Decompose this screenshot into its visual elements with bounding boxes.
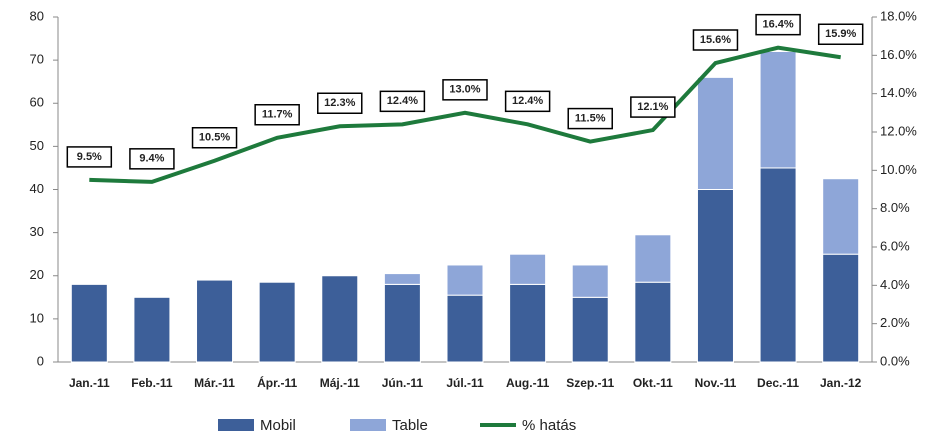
bar: [759, 167, 797, 363]
data-label: 12.4%: [512, 95, 543, 107]
data-label: 15.9%: [825, 28, 856, 40]
x-tick-label: Jan.-11: [69, 376, 110, 390]
data-label: 11.7%: [262, 109, 293, 121]
y-tick-label: 0: [37, 353, 44, 368]
x-tick-label: Aug.-11: [506, 376, 550, 390]
bar: [509, 283, 547, 363]
legend-swatch: [218, 419, 254, 431]
data-label: 10.5%: [199, 132, 230, 144]
data-label-box: [567, 107, 613, 130]
x-tick-label: Dec.-11: [757, 376, 799, 390]
data-label: 12.1%: [637, 101, 668, 113]
data-label: 9.4%: [139, 153, 164, 165]
bar: [196, 279, 234, 363]
bar: [822, 253, 860, 363]
bar: [258, 281, 296, 363]
bar: [446, 294, 484, 363]
y2-tick-label: 4.0%: [880, 277, 910, 292]
data-label-box: [379, 90, 426, 113]
data-label-box: [317, 92, 363, 114]
data-label-box: [630, 96, 676, 118]
legend-label: Table: [392, 417, 428, 434]
data-label: 15.6%: [700, 34, 731, 46]
y2-tick-label: 2.0%: [880, 315, 910, 330]
bar: [634, 281, 672, 363]
x-tick-label: Szep.-11: [566, 376, 614, 390]
y2-tick-label: 12.0%: [880, 123, 917, 138]
bar: [383, 273, 421, 285]
y-tick-label: 20: [30, 267, 44, 282]
y2-tick-label: 0.0%: [880, 353, 910, 368]
data-label-box: [442, 79, 488, 101]
bar: [696, 76, 734, 190]
legend-swatch: [350, 419, 386, 431]
y2-tick-label: 10.0%: [880, 162, 917, 177]
bar: [446, 264, 484, 296]
y2-tick-label: 16.0%: [880, 47, 917, 62]
data-label-box: [191, 127, 238, 149]
bar: [509, 253, 547, 285]
x-tick-label: Nov.-11: [695, 376, 737, 390]
bar: [759, 51, 797, 169]
data-label-box: [692, 29, 739, 51]
y-tick-label: 40: [30, 181, 44, 196]
y-tick-label: 50: [30, 138, 44, 153]
bar: [822, 178, 860, 255]
x-tick-label: Júl.-11: [446, 376, 484, 390]
x-tick-label: Jún.-11: [382, 376, 424, 390]
data-label-box: [254, 104, 300, 126]
data-label: 16.4%: [762, 19, 793, 31]
legend-label: Mobil: [260, 417, 296, 434]
y-tick-label: 10: [30, 310, 44, 325]
bar: [571, 264, 609, 298]
x-tick-label: Máj.-11: [320, 376, 360, 390]
y-tick-label: 80: [30, 8, 44, 23]
x-tick-label: Okt.-11: [633, 376, 673, 390]
data-label: 11.5%: [575, 112, 606, 124]
bar: [383, 283, 421, 363]
legend-label: % hatás: [522, 417, 576, 434]
data-label: 9.5%: [77, 151, 102, 163]
y2-tick-label: 6.0%: [880, 238, 910, 253]
x-tick-label: Jan.-12: [820, 376, 862, 390]
y2-tick-label: 8.0%: [880, 200, 910, 215]
bar: [571, 296, 609, 363]
x-tick-label: Ápr.-11: [257, 375, 297, 390]
x-tick-label: Feb.-11: [131, 376, 173, 390]
line: [89, 45, 841, 184]
data-label: 12.4%: [387, 95, 418, 107]
data-label-box: [817, 23, 864, 45]
y-tick-label: 60: [30, 95, 44, 110]
bar: [696, 189, 734, 363]
y2-tick-label: 14.0%: [880, 85, 917, 100]
y-tick-label: 70: [30, 52, 44, 67]
x-tick-label: Már.-11: [194, 376, 235, 390]
data-label-box: [66, 146, 113, 168]
bar: [321, 275, 359, 363]
data-label-box: [129, 148, 175, 170]
data-label-box: [504, 90, 551, 113]
data-label: 13.0%: [449, 84, 480, 96]
data-label: 12.3%: [324, 97, 355, 109]
data-label-box: [755, 13, 801, 36]
y-tick-label: 30: [30, 224, 44, 239]
bar: [133, 296, 171, 363]
bar: [634, 234, 672, 283]
y2-tick-label: 18.0%: [880, 8, 917, 23]
bar: [70, 283, 108, 363]
